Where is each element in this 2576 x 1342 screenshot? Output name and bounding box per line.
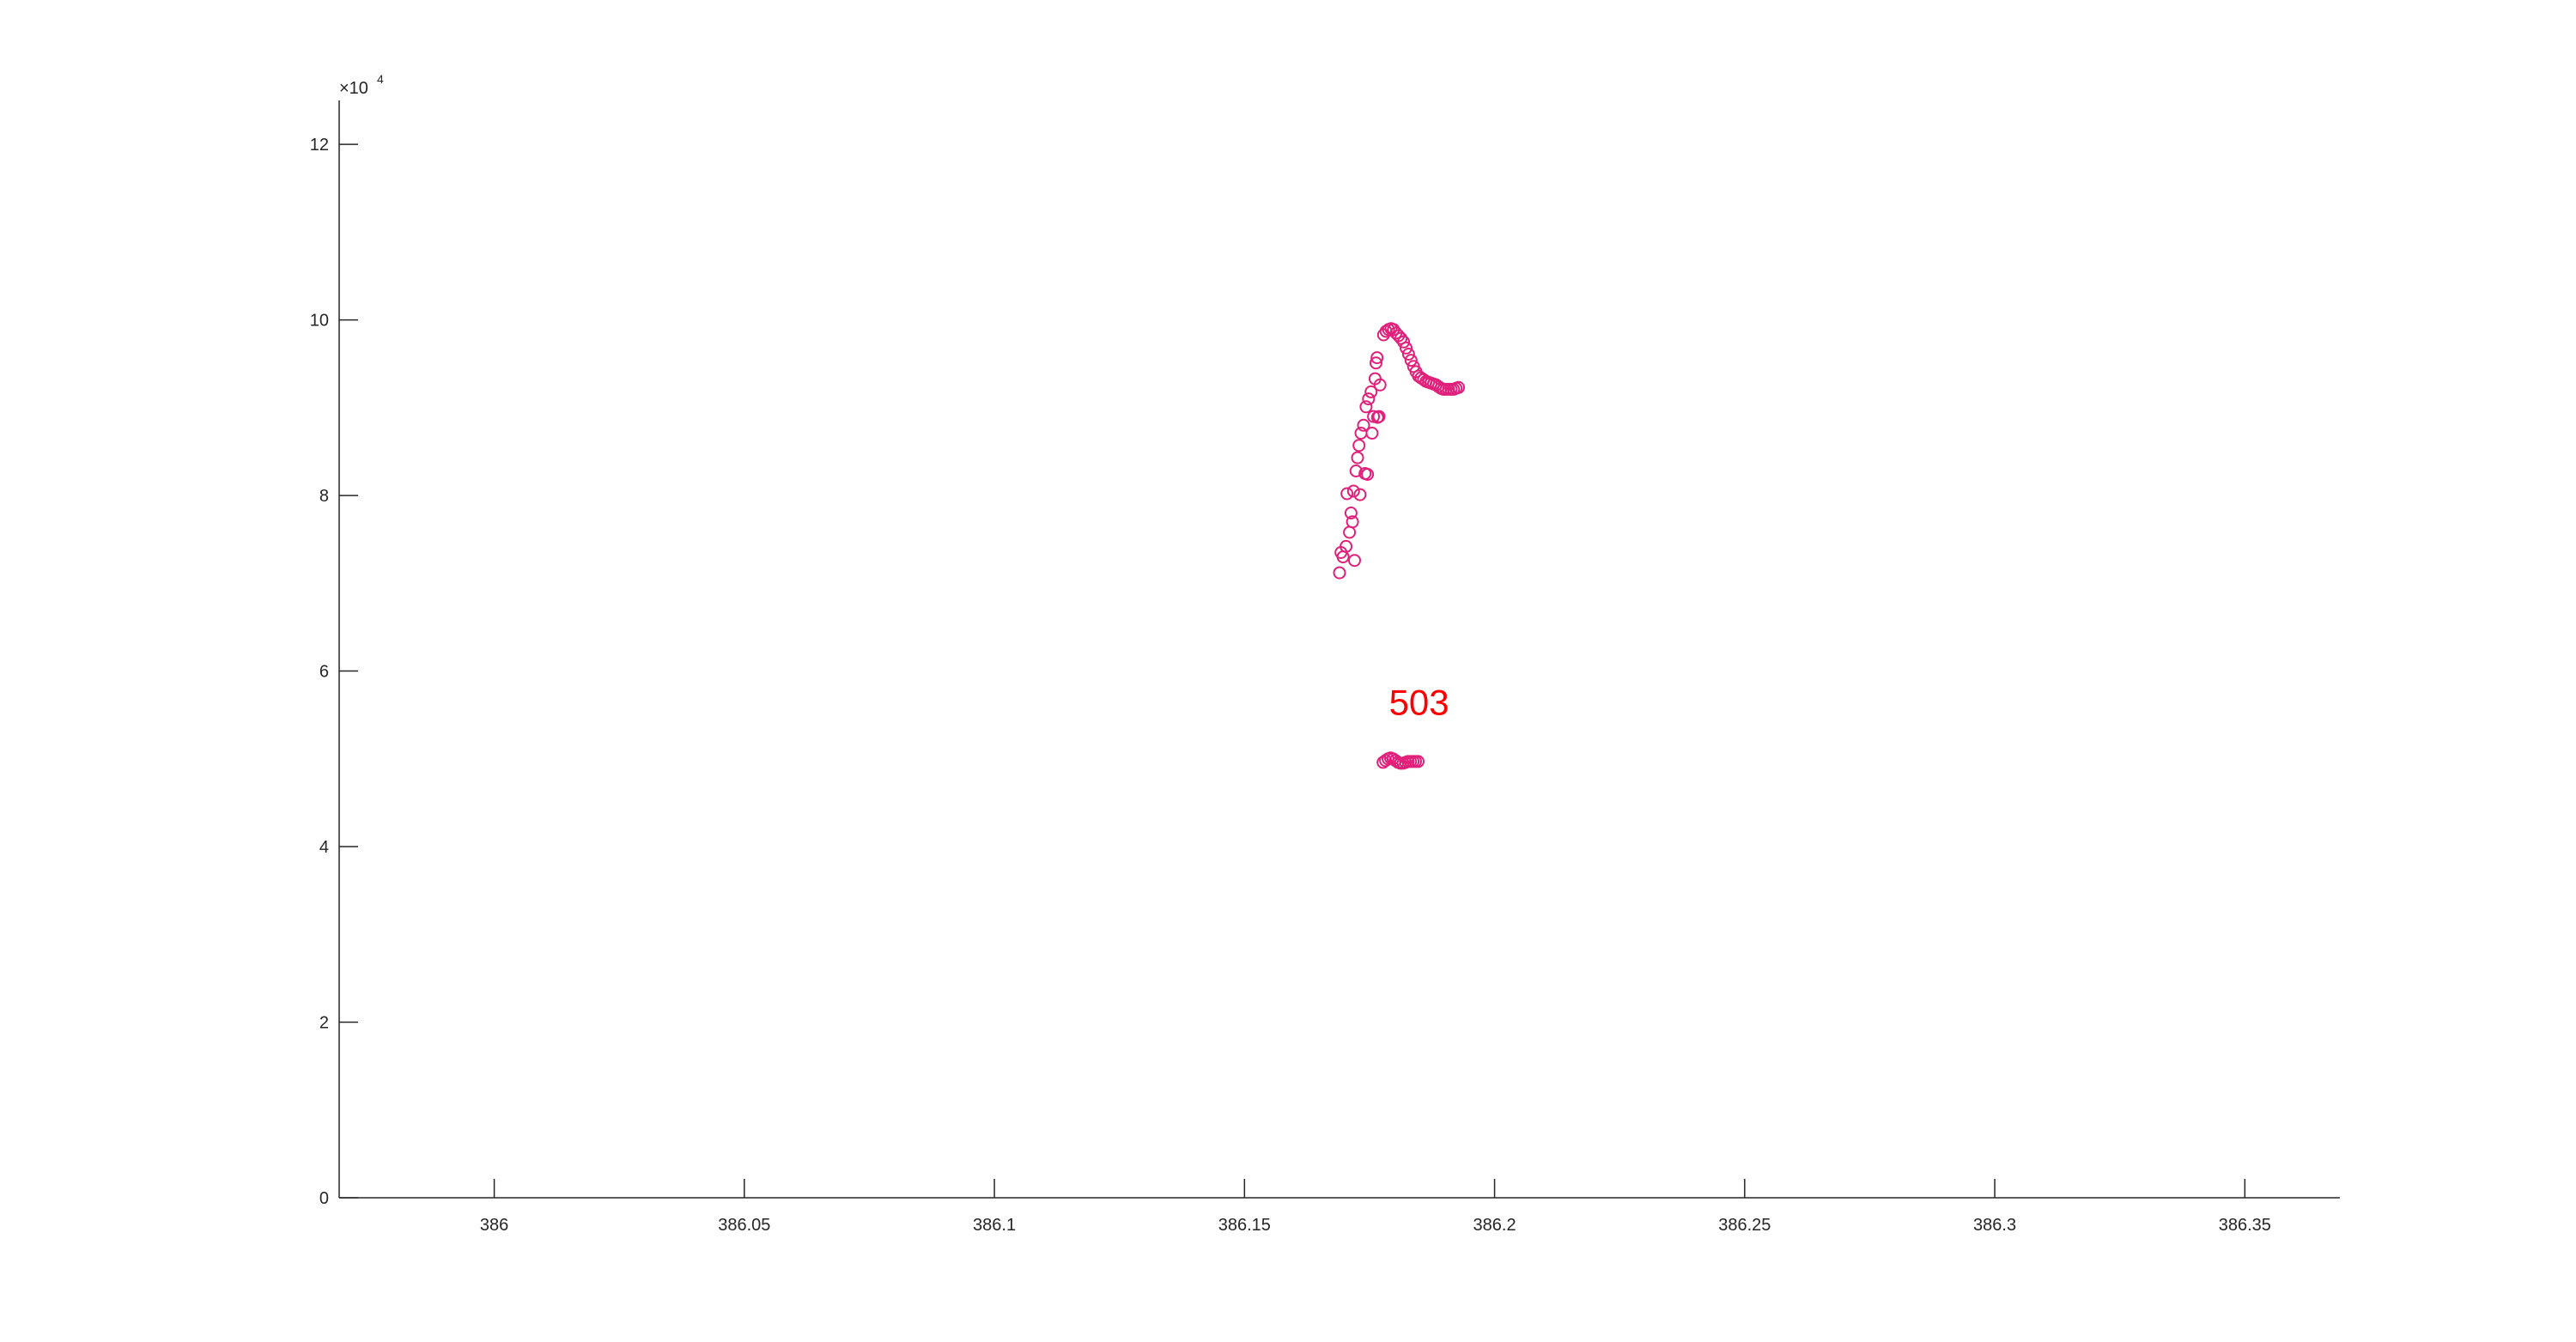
data-point	[1400, 341, 1413, 355]
data-point	[1364, 385, 1378, 398]
data-markers	[1333, 322, 1466, 770]
data-point	[1357, 418, 1370, 432]
data-point	[1346, 515, 1359, 529]
x-tick-label: 386.3	[1973, 1216, 2016, 1235]
y-tick-label: 6	[319, 663, 329, 682]
y-tick-label: 2	[319, 1014, 329, 1033]
axes	[338, 100, 2340, 1199]
data-point	[1412, 755, 1425, 768]
data-point	[1343, 525, 1357, 539]
data-point	[1365, 427, 1379, 440]
y-tick-label: 12	[310, 136, 329, 155]
data-point	[1452, 380, 1466, 394]
data-point	[1348, 554, 1361, 568]
y-tick-label: 4	[319, 838, 329, 857]
data-point	[1370, 351, 1384, 365]
x-tick-label: 386.25	[1718, 1216, 1771, 1235]
y-axis-exponent-base: ×10	[339, 79, 368, 98]
y-axis-exponent-power: 4	[377, 72, 384, 86]
data-point	[1344, 507, 1358, 519]
y-tick-label: 10	[310, 312, 329, 331]
x-tick-label: 386.15	[1218, 1216, 1271, 1235]
data-point	[1372, 410, 1386, 423]
x-tick-label: 386.1	[973, 1216, 1016, 1235]
data-point	[1373, 378, 1387, 392]
x-ticks: 386 386.05 386.1 386.15 386.2 386.25 386.3 386.…	[480, 1179, 2271, 1235]
x-tick-label: 386.05	[718, 1216, 770, 1235]
data-point	[1370, 356, 1382, 370]
y-axis-exponent-label: ×10 4	[339, 72, 384, 98]
x-tick-label: 386.2	[1473, 1216, 1516, 1235]
data-point	[1352, 439, 1366, 452]
data-point	[1394, 331, 1408, 345]
data-point	[1361, 468, 1375, 481]
data-point	[1353, 488, 1367, 501]
data-point	[1404, 354, 1418, 367]
data-point	[1340, 487, 1354, 501]
data-point	[1359, 400, 1373, 414]
data-point	[1349, 465, 1363, 477]
annotation-label: 503	[1389, 683, 1449, 723]
y-ticks: 0 2 4 6 8 10 12	[310, 136, 358, 1208]
data-point	[1397, 335, 1411, 349]
y-tick-label: 0	[319, 1189, 329, 1208]
x-tick-label: 386.35	[2219, 1216, 2271, 1235]
data-point	[1351, 451, 1364, 465]
data-point	[1346, 484, 1360, 498]
x-tick-label: 386	[480, 1216, 508, 1235]
y-tick-label: 8	[319, 487, 329, 506]
annotations: 503	[1389, 683, 1449, 723]
data-point	[1401, 348, 1415, 361]
data-point	[1340, 539, 1353, 553]
data-point	[1333, 566, 1346, 580]
data-point	[1362, 392, 1376, 406]
